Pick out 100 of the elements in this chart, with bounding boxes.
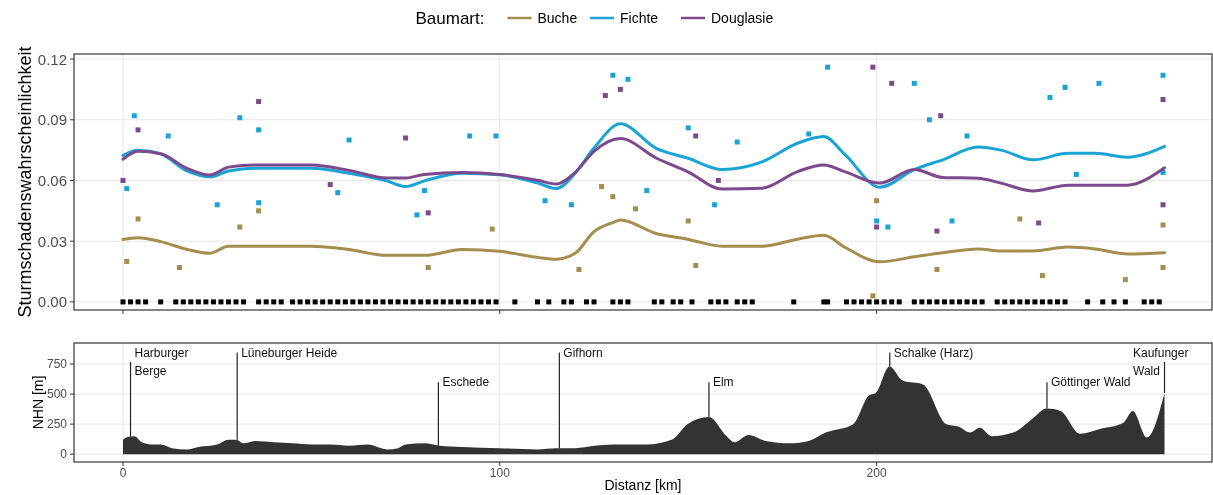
- point: [135, 127, 141, 133]
- point: [256, 208, 262, 214]
- point: [1036, 220, 1042, 226]
- point: [568, 202, 574, 208]
- y-tick-label: 0.03: [37, 232, 67, 250]
- y-tick-label: 750: [46, 357, 68, 372]
- y-tick-label: 250: [46, 417, 68, 432]
- point: [712, 202, 718, 208]
- legend-label: Douglasie: [711, 10, 774, 26]
- point: [926, 117, 932, 123]
- point: [911, 80, 917, 86]
- point: [467, 133, 473, 139]
- annotation: Göttinger Wald: [1050, 375, 1131, 390]
- point: [489, 226, 495, 232]
- point: [414, 212, 420, 218]
- point: [1062, 84, 1068, 90]
- point: [214, 202, 220, 208]
- annotation: Lüneburger Heide: [241, 345, 338, 360]
- point: [625, 76, 631, 82]
- point: [177, 265, 183, 270]
- point: [403, 135, 409, 141]
- point: [237, 115, 243, 121]
- point: [256, 127, 262, 133]
- point: [425, 265, 431, 270]
- y-axis-title: NHN [m]: [30, 375, 46, 430]
- point: [934, 228, 940, 234]
- point: [885, 224, 891, 230]
- legend-label: Buche: [537, 10, 578, 26]
- point: [327, 182, 333, 188]
- point: [1160, 97, 1166, 103]
- y-tick-label: 500: [46, 387, 68, 402]
- point: [1160, 202, 1166, 208]
- point: [602, 92, 608, 98]
- y-axis-title: Sturmschadenswahrscheinlichkeit: [15, 46, 35, 318]
- point: [256, 99, 262, 105]
- point: [1122, 277, 1128, 283]
- y-tick-label: 0.06: [37, 171, 67, 189]
- point: [421, 188, 427, 194]
- point: [256, 200, 262, 206]
- x-tick-label: 100: [489, 466, 511, 480]
- point: [632, 206, 638, 212]
- line-series: [121, 137, 1167, 193]
- point: [693, 262, 699, 268]
- point: [693, 133, 699, 139]
- legend-title: Baumart:: [415, 8, 485, 28]
- annotation: Kaufunger Wald: [1133, 346, 1189, 379]
- y-tick-label: 0.09: [37, 111, 67, 129]
- point: [237, 224, 243, 230]
- point: [135, 216, 141, 222]
- point: [610, 194, 616, 200]
- point: [617, 86, 623, 92]
- line-series: [121, 218, 1167, 264]
- point: [1039, 273, 1045, 279]
- annotation: Eschede: [442, 375, 490, 390]
- point: [165, 133, 171, 139]
- point: [425, 210, 431, 216]
- point: [715, 177, 721, 183]
- point: [335, 190, 341, 196]
- point: [610, 72, 616, 78]
- point: [870, 293, 876, 299]
- point: [1017, 216, 1023, 222]
- point: [889, 80, 895, 86]
- point: [1160, 222, 1166, 228]
- point: [1047, 95, 1053, 101]
- point: [964, 133, 970, 139]
- point: [934, 267, 940, 273]
- x-axis-title: Distanz [km]: [604, 477, 682, 493]
- annotation: Harburger Berge: [134, 346, 189, 379]
- x-tick-label: 0: [119, 466, 127, 480]
- x-tick-label: 200: [866, 466, 887, 480]
- point: [120, 177, 126, 183]
- point: [825, 64, 831, 70]
- point: [734, 139, 740, 145]
- point: [542, 198, 548, 204]
- point: [576, 267, 582, 273]
- point: [124, 186, 130, 192]
- point: [949, 218, 955, 224]
- point: [346, 137, 352, 143]
- point: [1160, 265, 1166, 270]
- point: [685, 125, 691, 131]
- legend-label: Fichte: [620, 10, 659, 26]
- point: [124, 258, 130, 264]
- annotation: Elm: [712, 375, 734, 390]
- point: [644, 188, 650, 194]
- y-tick-label: 0.00: [37, 293, 67, 311]
- point: [1096, 80, 1102, 86]
- point: [493, 133, 499, 139]
- point: [1160, 72, 1166, 78]
- point: [874, 198, 880, 204]
- point: [685, 218, 691, 224]
- y-tick-label: 0: [60, 447, 68, 462]
- point: [938, 113, 944, 119]
- annotation: Gifhorn: [563, 345, 603, 360]
- point: [806, 131, 812, 137]
- point: [870, 64, 876, 70]
- y-tick-label: 0.12: [37, 50, 67, 68]
- point: [874, 218, 880, 224]
- point: [1073, 171, 1079, 177]
- annotation: Schalke (Harz): [893, 345, 974, 360]
- point: [599, 184, 605, 190]
